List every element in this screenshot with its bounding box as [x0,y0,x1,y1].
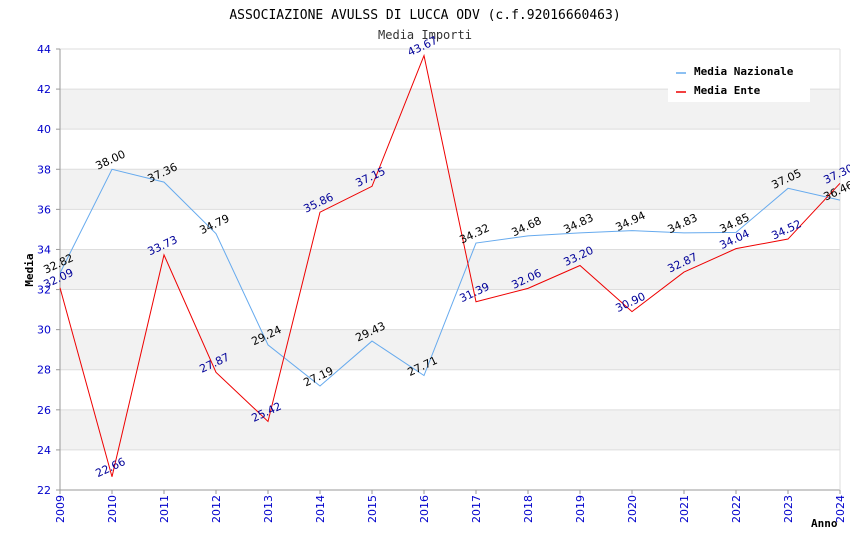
plot-bands [60,49,840,490]
y-tick-label: 36 [37,203,51,216]
legend-label-ente: Media Ente [694,84,761,97]
plot-band [60,329,840,370]
y-tick-label: 38 [37,163,51,176]
plot-band [60,169,840,210]
x-tick-label: 2021 [678,495,691,523]
y-axis-label: Media [23,253,36,286]
plot-band [60,369,840,410]
x-tick-label: 2019 [574,495,587,523]
chart-subtitle: Media Importi [378,28,472,42]
x-tick-label: 2012 [210,495,223,523]
plot-band [60,249,840,290]
plot-band [60,209,840,250]
x-tick-label: 2013 [262,495,275,523]
legend-label-nazionale: Media Nazionale [694,65,794,78]
series-line-ente [59,53,841,477]
x-tick-label: 2015 [366,495,379,523]
x-axis-label: Anno [811,517,838,530]
plot-band [60,409,840,450]
y-tick-label: 28 [37,364,51,377]
x-tick-label: 2022 [730,495,743,523]
x-tick-label: 2018 [522,495,535,523]
x-tick-label: 2017 [470,495,483,523]
x-tick-label: 2023 [782,495,795,523]
series-lines [59,53,841,477]
y-tick-label: 30 [37,324,51,337]
series-line-nazionale [59,168,841,387]
x-tick-label: 2011 [158,495,171,523]
y-tick-label: 32 [37,284,51,297]
x-tick-label: 2009 [54,495,67,523]
y-tick-label: 44 [37,43,51,56]
y-tick-label: 42 [37,83,51,96]
x-tick-labels: 2009 2010 2011 2012 2013 2014 2015 2016 2017 2018… [54,495,847,523]
chart-title: ASSOCIAZIONE AVULSS DI LUCCA ODV (c.f.92… [229,8,620,23]
x-tick-label: 2020 [626,495,639,523]
y-tick-label: 40 [37,123,51,136]
plot-band [60,129,840,170]
x-tick-label: 2016 [418,495,431,523]
axes [56,48,841,494]
plot-band [60,449,840,490]
y-tick-label: 22 [37,484,51,497]
legend: Media Nazionale Media Ente [668,60,810,102]
x-tick-label: 2024 [834,495,847,523]
y-tick-label: 24 [37,444,51,457]
x-tick-label: 2014 [314,495,327,523]
y-tick-label: 34 [37,243,51,256]
legend-box [668,60,810,102]
x-tick-label: 2010 [106,495,119,523]
y-tick-labels: 22 24 26 28 30 32 34 36 38 40 42 44 [37,43,51,497]
y-tick-label: 26 [37,404,51,417]
